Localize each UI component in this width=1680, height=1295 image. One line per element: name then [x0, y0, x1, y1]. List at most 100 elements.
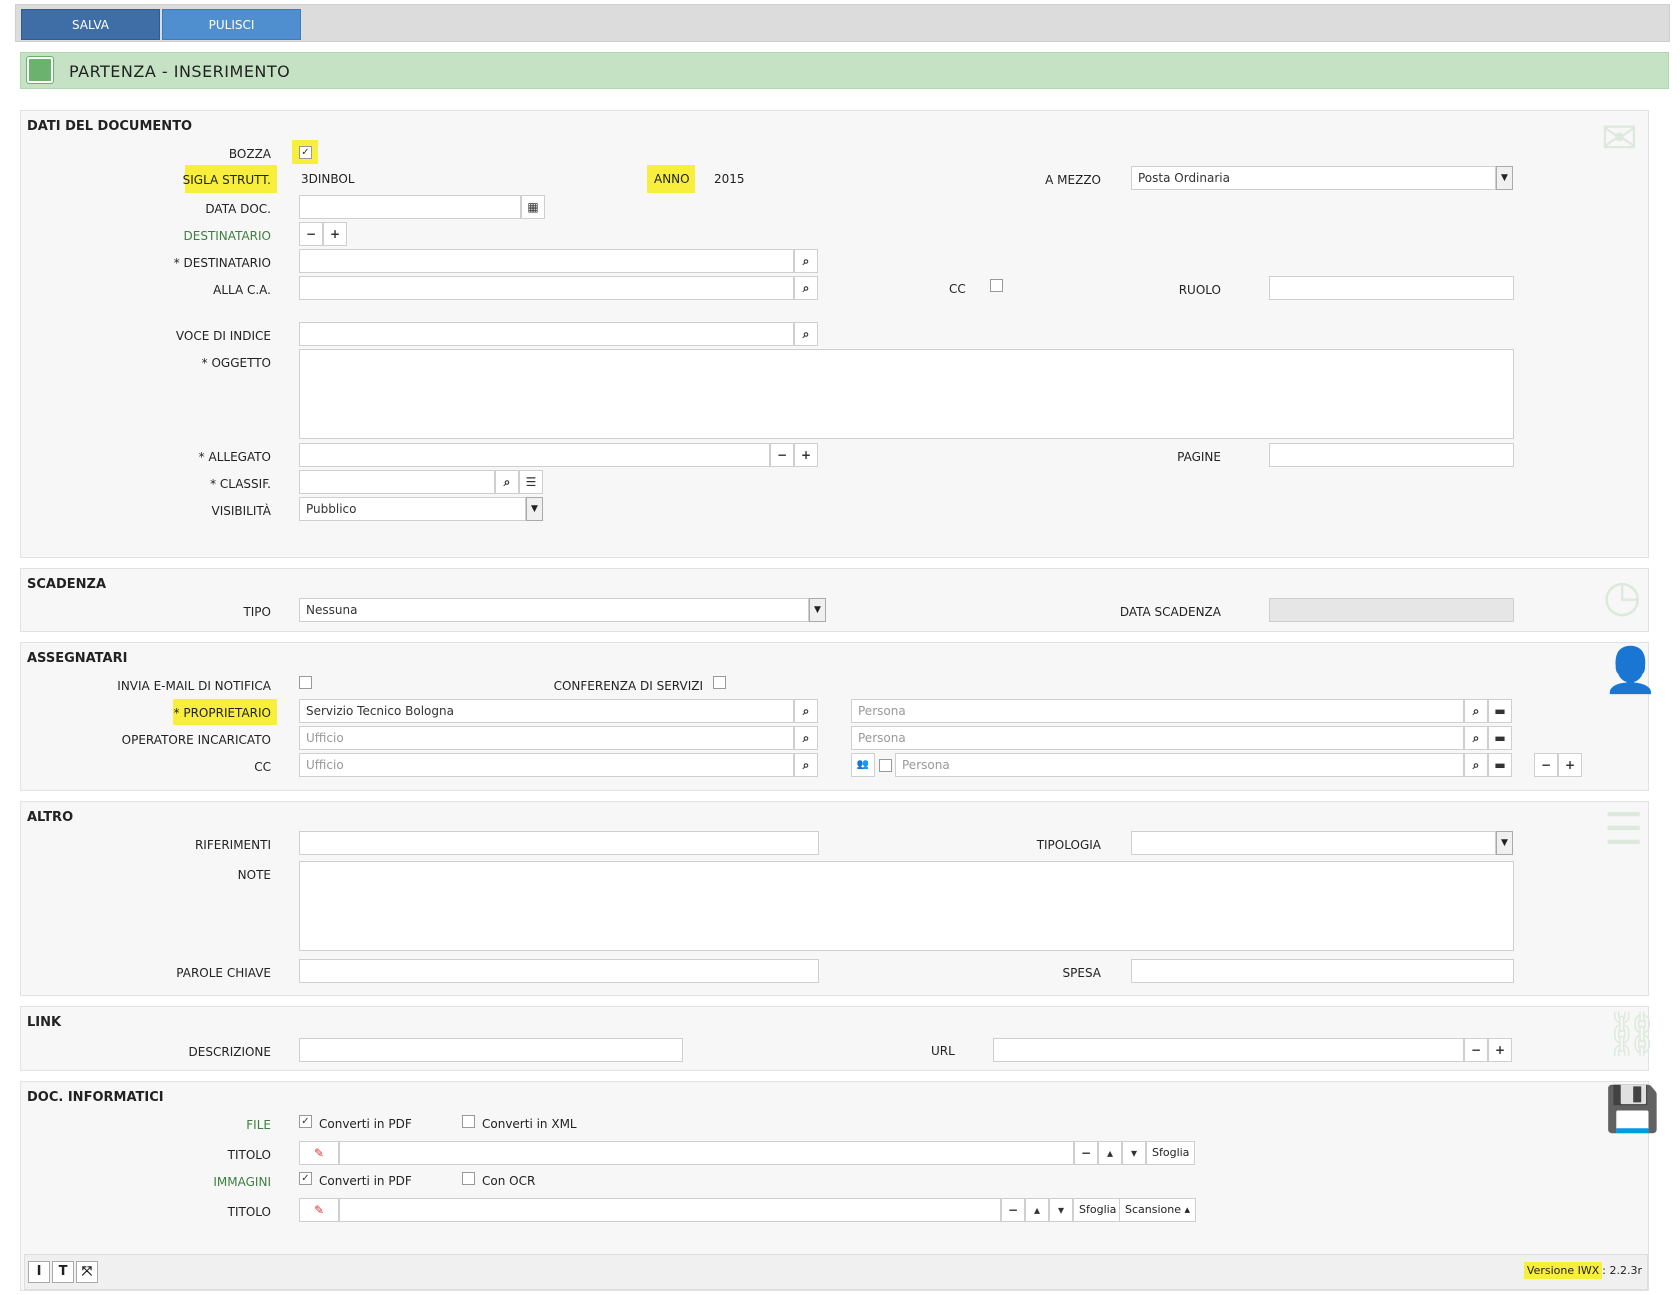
add-recipient-button[interactable]: + — [323, 222, 347, 246]
remove-link-button[interactable]: − — [1464, 1038, 1488, 1062]
search-icon[interactable]: ⌕ — [1464, 726, 1488, 750]
link-icon: ⛓ — [1604, 1009, 1660, 1060]
voce-input[interactable] — [299, 322, 794, 346]
oggetto-textarea[interactable] — [299, 349, 1514, 439]
note-textarea[interactable] — [299, 861, 1514, 951]
list-icon: ☰ — [1604, 804, 1644, 855]
contact-card-icon[interactable]: ▬ — [1488, 726, 1512, 750]
search-icon[interactable]: ⌕ — [794, 249, 818, 273]
user-icon: 👤 — [1603, 645, 1658, 696]
expand-icon[interactable]: ⤧ — [76, 1261, 98, 1283]
alla-ca-input[interactable] — [299, 276, 794, 300]
chevron-down-icon[interactable]: ▼ — [809, 598, 826, 622]
section-title: DATI DEL DOCUMENTO — [27, 119, 193, 134]
url-input[interactable] — [993, 1038, 1464, 1062]
add-cc-button[interactable]: + — [1558, 753, 1582, 777]
descrizione-input[interactable] — [299, 1038, 683, 1062]
chevron-down-icon[interactable]: ▼ — [1496, 166, 1513, 190]
pagine-label: PAGINE — [1177, 450, 1221, 464]
chevron-down-icon[interactable]: ▼ — [1496, 831, 1513, 855]
bozza-checkbox[interactable]: ✓ — [299, 146, 312, 159]
oggetto-label: * OGGETTO — [201, 356, 271, 370]
email-checkbox[interactable] — [299, 676, 312, 689]
tipologia-select[interactable] — [1131, 831, 1496, 855]
text-cursor-icon[interactable]: I — [28, 1261, 50, 1283]
group-checkbox[interactable] — [879, 759, 892, 772]
tipo-select[interactable]: Nessuna — [299, 598, 809, 622]
ruolo-input[interactable] — [1269, 276, 1514, 300]
destinatario-input[interactable] — [299, 249, 794, 273]
visibilita-select[interactable]: Pubblico — [299, 497, 526, 521]
parole-input[interactable] — [299, 959, 819, 983]
chevron-down-icon[interactable]: ▾ — [1049, 1198, 1073, 1222]
img-converti-pdf-checkbox[interactable]: ✓ — [299, 1172, 312, 1185]
img-titolo-input[interactable] — [339, 1198, 1001, 1222]
search-icon[interactable]: ⌕ — [1464, 699, 1488, 723]
file-converti-xml-checkbox[interactable] — [462, 1115, 475, 1128]
mezzo-select[interactable]: Posta Ordinaria — [1131, 166, 1496, 190]
remove-recipient-button[interactable]: − — [299, 222, 323, 246]
section-assegnatari: ASSEGNATARI 👤 INVIA E-MAIL DI NOTIFICA C… — [20, 642, 1658, 791]
riferimenti-label: RIFERIMENTI — [194, 838, 271, 852]
spesa-input[interactable] — [1131, 959, 1514, 983]
search-icon[interactable]: ⌕ — [495, 470, 519, 494]
data-doc-input[interactable] — [299, 195, 521, 219]
remove-image-button[interactable]: − — [1001, 1198, 1025, 1222]
scansione-button[interactable]: Scansione ▴ — [1119, 1198, 1197, 1222]
operatore-persona-input[interactable]: Persona — [851, 726, 1464, 750]
chevron-down-icon[interactable]: ▼ — [526, 497, 543, 521]
contact-card-icon[interactable]: ▬ — [1488, 699, 1512, 723]
calendar-icon[interactable]: ▦ — [521, 195, 545, 219]
remove-cc-button[interactable]: − — [1534, 753, 1558, 777]
allegato-input[interactable] — [299, 443, 770, 467]
add-attachment-button[interactable]: + — [794, 443, 818, 467]
clear-button[interactable]: PULISCI — [162, 9, 301, 40]
remove-attachment-button[interactable]: − — [770, 443, 794, 467]
contact-card-icon[interactable]: ▬ — [1488, 753, 1512, 777]
data-scadenza-label: DATA SCADENZA — [1119, 605, 1221, 619]
cc-checkbox[interactable] — [990, 279, 1003, 292]
search-icon[interactable]: ⌕ — [794, 276, 818, 300]
anno-highlight — [647, 165, 695, 193]
operatore-ufficio-input[interactable]: Ufficio — [299, 726, 794, 750]
img-con-ocr-checkbox[interactable] — [462, 1172, 475, 1185]
top-toolbar: SALVA PULISCI — [15, 4, 1670, 42]
classif-label: * CLASSIF. — [210, 477, 271, 491]
chevron-up-icon[interactable]: ▴ — [1025, 1198, 1049, 1222]
list-icon[interactable]: ☰ — [519, 470, 543, 494]
img-sfoglia-button[interactable]: Sfoglia — [1073, 1198, 1123, 1222]
cc-label: CC — [949, 282, 966, 296]
classif-input[interactable] — [299, 470, 495, 494]
search-icon[interactable]: ⌕ — [1464, 753, 1488, 777]
file-sfoglia-button[interactable]: Sfoglia — [1146, 1141, 1196, 1165]
cc-persona-input[interactable]: Persona — [895, 753, 1464, 777]
pencil-icon[interactable]: ✎ — [299, 1141, 339, 1165]
section-title: SCADENZA — [27, 577, 107, 592]
conferenza-checkbox[interactable] — [713, 676, 726, 689]
file-titolo-input[interactable] — [339, 1141, 1074, 1165]
proprietario-input[interactable]: Servizio Tecnico Bologna — [299, 699, 794, 723]
search-icon[interactable]: ⌕ — [794, 753, 818, 777]
destinatario-group-label: DESTINATARIO — [183, 229, 272, 243]
chevron-up-icon[interactable]: ▴ — [1098, 1141, 1122, 1165]
save-button[interactable]: SALVA — [21, 9, 160, 40]
cc-label: CC — [254, 760, 271, 774]
cc-ufficio-input[interactable]: Ufficio — [299, 753, 794, 777]
pagine-input[interactable] — [1269, 443, 1514, 467]
group-icon[interactable]: 👥 — [851, 753, 875, 777]
search-icon[interactable]: ⌕ — [794, 699, 818, 723]
data-doc-label: DATA DOC. — [205, 202, 271, 216]
search-icon[interactable]: ⌕ — [794, 322, 818, 346]
chevron-down-icon[interactable]: ▾ — [1122, 1141, 1146, 1165]
remove-file-button[interactable]: − — [1074, 1141, 1098, 1165]
file-converti-pdf-label: Converti in PDF — [319, 1117, 412, 1131]
file-label: FILE — [246, 1118, 271, 1132]
text-icon[interactable]: T — [52, 1261, 74, 1283]
add-link-button[interactable]: + — [1488, 1038, 1512, 1062]
file-converti-pdf-checkbox[interactable]: ✓ — [299, 1115, 312, 1128]
search-icon[interactable]: ⌕ — [794, 726, 818, 750]
spesa-label: SPESA — [1062, 966, 1101, 980]
riferimenti-input[interactable] — [299, 831, 819, 855]
pencil-icon[interactable]: ✎ — [299, 1198, 339, 1222]
proprietario-persona-input[interactable]: Persona — [851, 699, 1464, 723]
